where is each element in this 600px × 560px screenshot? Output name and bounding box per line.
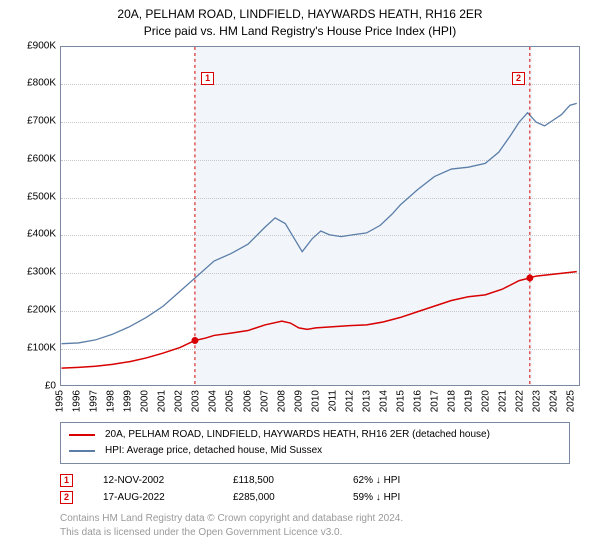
x-tick-label: 2025	[566, 390, 577, 412]
x-tick-label: 1998	[106, 390, 117, 412]
sale-date: 17-AUG-2022	[103, 492, 233, 503]
y-tick-label: £100K	[10, 342, 56, 353]
x-tick-label: 1997	[89, 390, 100, 412]
x-tick-label: 1995	[55, 390, 66, 412]
sales-table: 1 12-NOV-2002£118,50062% ↓ HPI 2 17-AUG-202…	[60, 472, 570, 506]
x-tick-label: 2018	[447, 390, 458, 412]
footer-line-1: Contains HM Land Registry data © Crown c…	[60, 512, 600, 526]
marker-box-2: 2	[512, 72, 525, 85]
series-hpi	[62, 103, 577, 343]
x-tick-label: 2024	[549, 390, 560, 412]
legend-label: 20A, PELHAM ROAD, LINDFIELD, HAYWARDS HE…	[105, 427, 490, 443]
x-tick-label: 2022	[515, 390, 526, 412]
sale-diff: 59% ↓ HPI	[353, 492, 473, 503]
x-tick-label: 2004	[208, 390, 219, 412]
legend-item: 20A, PELHAM ROAD, LINDFIELD, HAYWARDS HE…	[69, 427, 561, 443]
y-tick-label: £800K	[10, 78, 56, 89]
sale-row: 2 17-AUG-2022£285,00059% ↓ HPI	[60, 489, 570, 506]
legend-label: HPI: Average price, detached house, Mid …	[105, 443, 322, 459]
sale-marker-box: 1	[60, 474, 73, 487]
x-tick-label: 2019	[464, 390, 475, 412]
x-tick-label: 2007	[259, 390, 270, 412]
y-tick-label: £400K	[10, 229, 56, 240]
x-tick-label: 2017	[430, 390, 441, 412]
chart-container: 20A, PELHAM ROAD, LINDFIELD, HAYWARDS HE…	[0, 0, 600, 560]
title-line-1: 20A, PELHAM ROAD, LINDFIELD, HAYWARDS HE…	[0, 6, 600, 23]
x-tick-label: 1996	[72, 390, 83, 412]
marker-dot-2	[526, 274, 533, 281]
x-tick-label: 2023	[532, 390, 543, 412]
title-line-2: Price paid vs. HM Land Registry's House …	[0, 23, 600, 40]
x-tick-label: 2014	[378, 390, 389, 412]
x-tick-label: 2011	[327, 390, 338, 412]
y-tick-label: £600K	[10, 153, 56, 164]
legend-item: HPI: Average price, detached house, Mid …	[69, 443, 561, 459]
footer-line-2: This data is licensed under the Open Gov…	[60, 526, 600, 540]
chart-area: 12 £0£100K£200K£300K£400K£500K£600K£700K…	[10, 46, 590, 416]
sale-row: 1 12-NOV-2002£118,50062% ↓ HPI	[60, 472, 570, 489]
sale-marker-box: 2	[60, 491, 73, 504]
sale-date: 12-NOV-2002	[103, 475, 233, 486]
x-tick-label: 1999	[123, 390, 134, 412]
y-tick-label: £700K	[10, 116, 56, 127]
x-tick-label: 2002	[174, 390, 185, 412]
x-tick-label: 2005	[225, 390, 236, 412]
y-tick-label: £200K	[10, 305, 56, 316]
y-tick-label: £0	[10, 380, 56, 391]
x-tick-label: 2008	[276, 390, 287, 412]
marker-dot-1	[191, 337, 198, 344]
x-tick-label: 2015	[395, 390, 406, 412]
legend-box: 20A, PELHAM ROAD, LINDFIELD, HAYWARDS HE…	[60, 422, 570, 464]
series-price_paid	[62, 271, 577, 368]
legend-swatch	[69, 450, 95, 452]
footer-block: Contains HM Land Registry data © Crown c…	[60, 512, 600, 540]
x-tick-label: 2020	[481, 390, 492, 412]
y-tick-label: £900K	[10, 40, 56, 51]
sale-price: £118,500	[233, 475, 353, 486]
x-tick-label: 2009	[293, 390, 304, 412]
legend-swatch	[69, 434, 95, 436]
x-tick-label: 2016	[413, 390, 424, 412]
sale-diff: 62% ↓ HPI	[353, 475, 473, 486]
y-tick-label: £300K	[10, 267, 56, 278]
x-tick-label: 2012	[344, 390, 355, 412]
plot-area: 12	[60, 46, 580, 386]
title-block: 20A, PELHAM ROAD, LINDFIELD, HAYWARDS HE…	[0, 0, 600, 40]
x-tick-label: 2013	[361, 390, 372, 412]
svg-lines	[61, 47, 579, 385]
marker-box-1: 1	[201, 72, 214, 85]
x-tick-label: 2000	[140, 390, 151, 412]
x-tick-label: 2021	[498, 390, 509, 412]
x-tick-label: 2010	[310, 390, 321, 412]
y-tick-label: £500K	[10, 191, 56, 202]
x-tick-label: 2003	[191, 390, 202, 412]
sale-price: £285,000	[233, 492, 353, 503]
x-tick-label: 2006	[242, 390, 253, 412]
x-tick-label: 2001	[157, 390, 168, 412]
